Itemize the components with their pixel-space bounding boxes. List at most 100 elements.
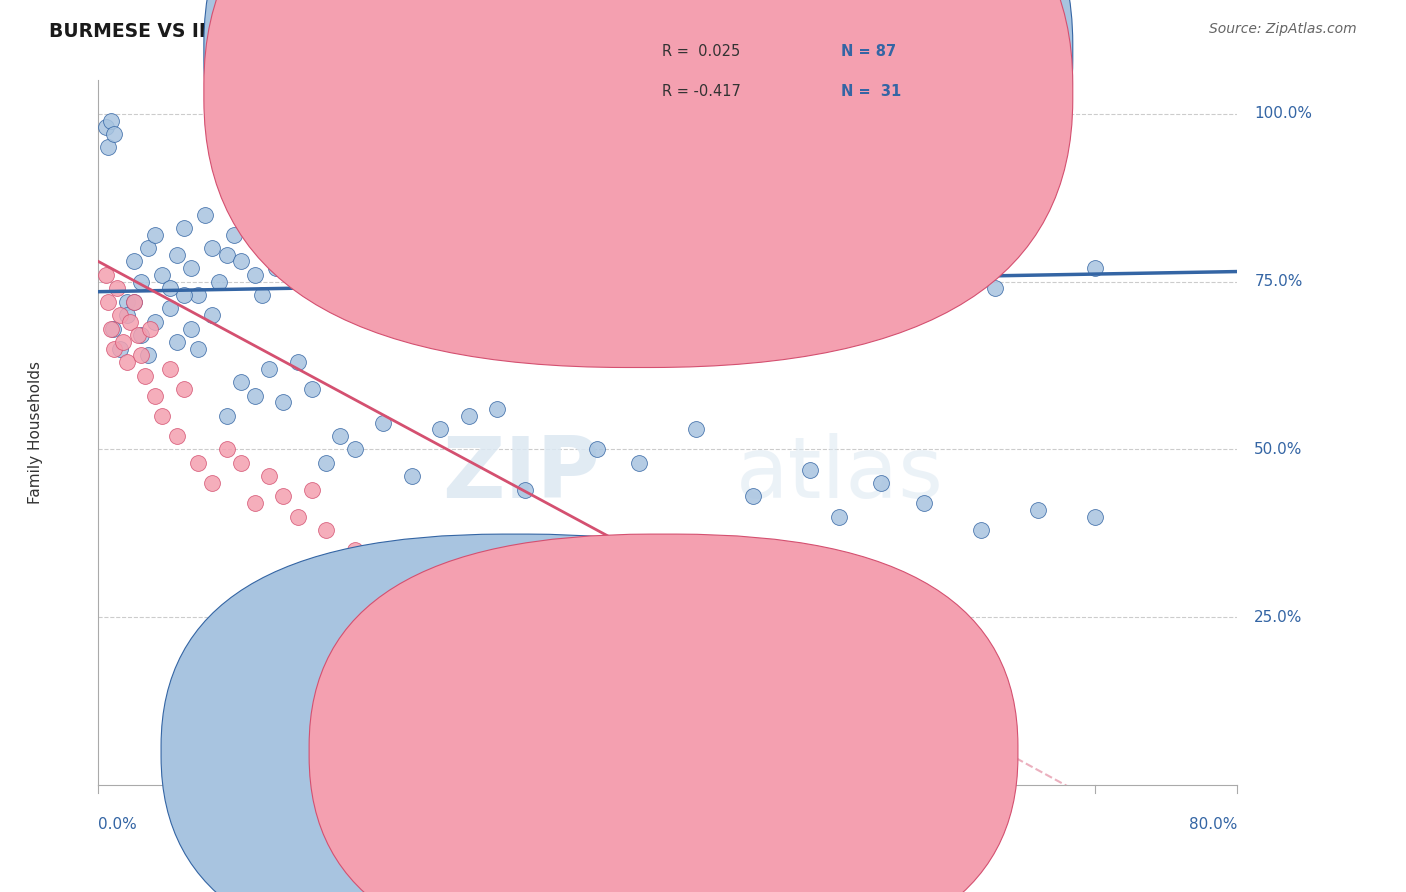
Point — [115, 294, 138, 309]
Point — [215, 248, 238, 262]
Point — [229, 254, 252, 268]
Text: 0.0%: 0.0% — [98, 817, 138, 832]
Point — [122, 254, 145, 268]
Text: N = 87: N = 87 — [841, 45, 896, 59]
Point — [315, 523, 337, 537]
Point — [208, 275, 231, 289]
Point — [187, 456, 209, 470]
Point — [870, 475, 893, 490]
Point — [728, 294, 751, 309]
Text: R =  0.025: R = 0.025 — [662, 45, 741, 59]
Point — [457, 409, 479, 423]
Point — [229, 376, 252, 390]
Point — [115, 308, 138, 322]
Point — [159, 301, 181, 316]
Point — [201, 241, 224, 255]
Text: 80.0%: 80.0% — [1189, 817, 1237, 832]
Point — [152, 409, 174, 423]
Point — [685, 422, 707, 436]
Point — [457, 207, 479, 221]
Point — [159, 362, 181, 376]
Point — [94, 268, 117, 282]
Point — [166, 248, 188, 262]
Point — [180, 261, 202, 276]
Point — [145, 315, 167, 329]
Point — [828, 509, 851, 524]
Point — [1084, 261, 1107, 276]
Point — [101, 321, 124, 335]
Point — [166, 429, 188, 443]
Point — [194, 207, 217, 221]
Text: 75.0%: 75.0% — [1254, 274, 1303, 289]
Point — [108, 308, 131, 322]
Point — [343, 227, 366, 242]
Text: 50.0%: 50.0% — [1254, 442, 1303, 457]
Point — [1026, 503, 1049, 517]
Text: Immigrants from Zaire: Immigrants from Zaire — [685, 744, 858, 758]
Point — [1084, 509, 1107, 524]
Point — [273, 489, 295, 503]
Point — [103, 127, 125, 141]
Text: R = -0.417: R = -0.417 — [662, 85, 741, 99]
Point — [215, 442, 238, 457]
Point — [287, 221, 309, 235]
Point — [799, 462, 821, 476]
Point — [134, 368, 156, 383]
Point — [373, 650, 395, 665]
Point — [273, 227, 295, 242]
Text: Burmese: Burmese — [537, 744, 605, 758]
Point — [870, 248, 893, 262]
Point — [94, 120, 117, 135]
Point — [401, 221, 423, 235]
Point — [159, 281, 181, 295]
Point — [115, 355, 138, 369]
Point — [942, 227, 965, 242]
Text: atlas: atlas — [737, 434, 945, 516]
Point — [799, 275, 821, 289]
Point — [187, 288, 209, 302]
Point — [287, 355, 309, 369]
Point — [250, 288, 273, 302]
Point — [343, 543, 366, 558]
Point — [108, 342, 131, 356]
Text: Source: ZipAtlas.com: Source: ZipAtlas.com — [1209, 22, 1357, 37]
Point — [173, 288, 195, 302]
Text: Family Households: Family Households — [28, 361, 44, 504]
Point — [129, 328, 152, 343]
Text: N =  31: N = 31 — [841, 85, 901, 99]
Point — [243, 268, 266, 282]
Point — [742, 489, 765, 503]
Point — [136, 348, 159, 362]
Point — [429, 422, 451, 436]
Point — [912, 496, 935, 510]
Point — [259, 469, 281, 483]
Point — [329, 241, 352, 255]
Point — [122, 294, 145, 309]
Point — [229, 456, 252, 470]
Point — [243, 496, 266, 510]
Point — [301, 268, 323, 282]
Point — [515, 483, 537, 497]
Point — [343, 442, 366, 457]
Point — [515, 241, 537, 255]
Point — [173, 382, 195, 396]
Text: 25.0%: 25.0% — [1254, 609, 1303, 624]
Point — [486, 402, 509, 417]
Point — [201, 475, 224, 490]
Point — [280, 248, 302, 262]
Point — [301, 483, 323, 497]
Text: ZIP: ZIP — [441, 434, 599, 516]
Point — [97, 140, 120, 154]
Point — [129, 275, 152, 289]
Point — [111, 334, 134, 349]
Point — [145, 227, 167, 242]
Text: 100.0%: 100.0% — [1254, 106, 1312, 121]
Point — [97, 294, 120, 309]
Point — [201, 308, 224, 322]
Point — [243, 389, 266, 403]
Point — [105, 281, 128, 295]
Point — [373, 248, 395, 262]
Point — [315, 275, 337, 289]
Point — [266, 261, 288, 276]
Point — [373, 416, 395, 430]
